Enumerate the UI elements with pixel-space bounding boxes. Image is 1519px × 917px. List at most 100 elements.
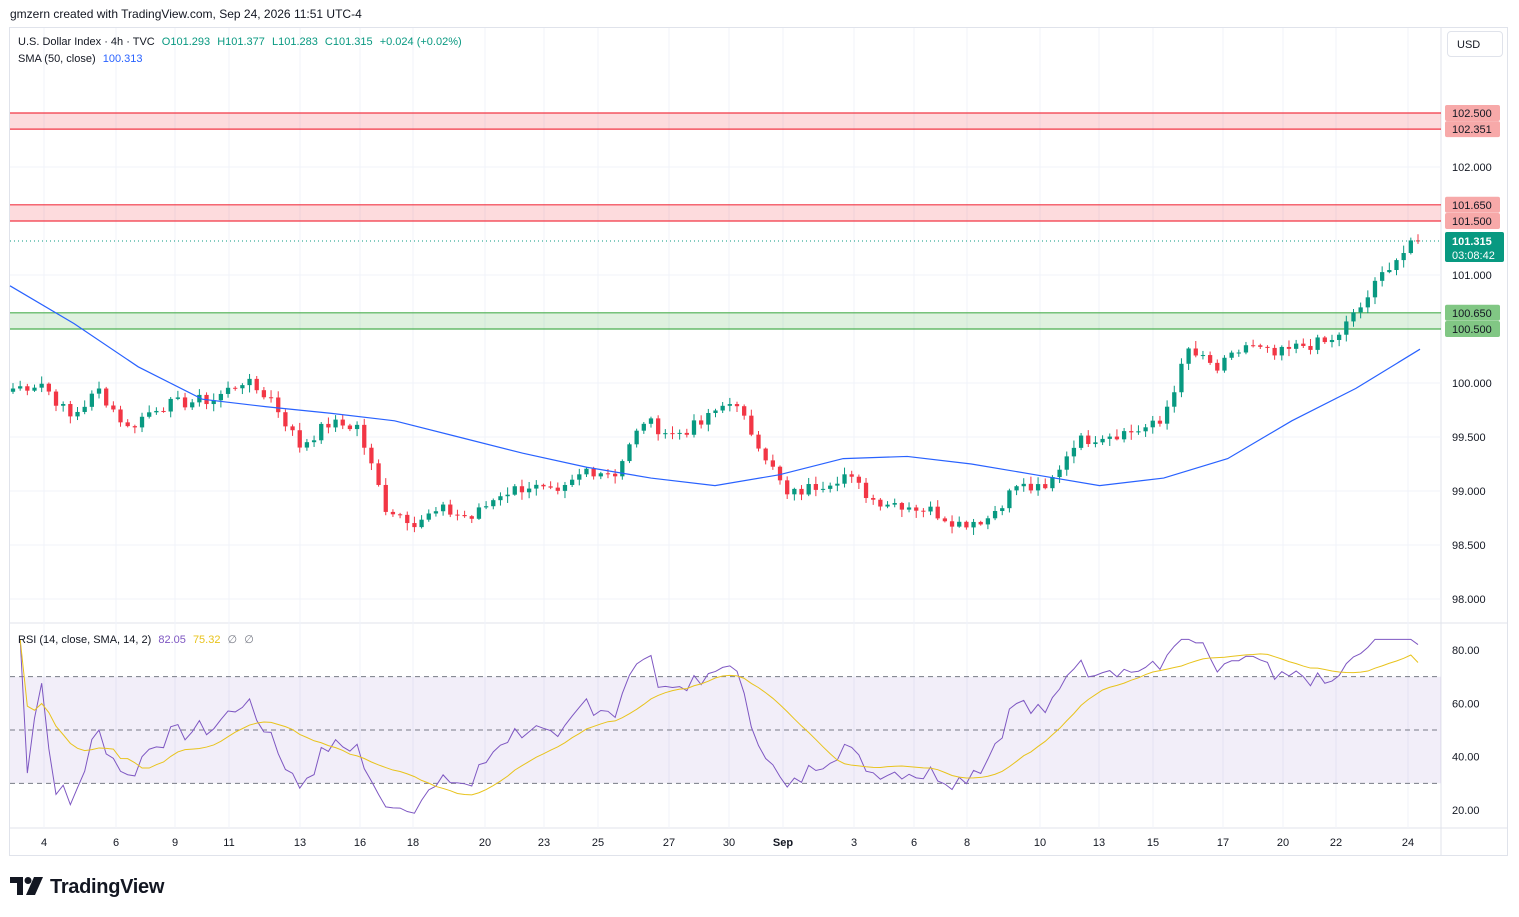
candle-body — [462, 515, 467, 517]
candle-body — [1229, 352, 1234, 358]
tradingview-logo-icon — [10, 877, 43, 895]
sma-line — [9, 285, 1421, 487]
candle-body — [354, 424, 360, 430]
time-tick-label: 8 — [964, 837, 970, 849]
candle-body — [742, 406, 747, 416]
candle-body — [1100, 438, 1105, 443]
candle-body — [1293, 343, 1299, 349]
candle-body — [1021, 483, 1026, 487]
price-tick-label: 99.000 — [1452, 486, 1486, 498]
countdown-label: 03:08:42 — [1452, 250, 1495, 262]
candle-body — [1322, 337, 1327, 343]
price-tick-label: 99.500 — [1452, 432, 1486, 444]
candle-body — [684, 432, 689, 435]
time-tick-label: 9 — [172, 837, 178, 849]
candle-body — [1114, 436, 1120, 440]
candle-body — [311, 440, 317, 443]
candle-body — [1236, 352, 1241, 354]
candle-body — [1408, 240, 1413, 254]
candle-body — [1301, 343, 1306, 346]
candle-body — [928, 506, 933, 512]
candle-body — [483, 506, 489, 508]
candle-body — [562, 484, 568, 491]
rsi-tick-label: 40.00 — [1452, 752, 1480, 764]
candle-body — [756, 434, 761, 449]
open-value: O101.293 — [161, 36, 211, 48]
candle-body — [591, 468, 596, 477]
change-value: +0.024 (+0.02%) — [379, 36, 462, 48]
time-tick-label: 22 — [1330, 837, 1342, 849]
time-tick-label: 30 — [723, 837, 735, 849]
candle-body — [268, 397, 274, 399]
candle-body — [1200, 355, 1206, 357]
candle-body — [376, 463, 381, 485]
time-tick-label: 17 — [1217, 837, 1229, 849]
candle-body — [512, 486, 517, 495]
candle-body — [32, 387, 37, 391]
time-tick-label: Sep — [773, 837, 793, 849]
candle-body — [111, 405, 116, 410]
candle-body — [18, 386, 23, 389]
candle-body — [240, 385, 245, 389]
support-zone-price-tag — [1445, 304, 1500, 321]
currency-button[interactable]: USD — [1447, 31, 1503, 57]
candle-body — [677, 432, 682, 434]
candle-body — [1329, 339, 1335, 343]
candle-body — [878, 499, 883, 507]
time-tick-label: 20 — [1277, 837, 1289, 849]
candle-body — [914, 507, 919, 511]
candle-body — [1372, 280, 1378, 298]
candle-body — [849, 474, 854, 477]
candle-body — [1258, 345, 1263, 347]
last-price-tag — [1445, 231, 1504, 262]
candle-body — [1107, 436, 1112, 439]
candle-body — [584, 468, 589, 475]
candle-body — [96, 388, 102, 394]
candle-body — [68, 404, 73, 417]
resistance-zone-price-tag — [1445, 213, 1500, 229]
candle-body — [598, 473, 603, 477]
candle-body — [957, 521, 962, 527]
candle-body — [935, 506, 940, 519]
candle-body — [1215, 362, 1220, 371]
candle-body — [1279, 346, 1284, 356]
candle-body — [749, 415, 754, 435]
candle-body — [992, 511, 998, 519]
candle-body — [1064, 456, 1069, 470]
candle-body — [1387, 270, 1392, 273]
candle-body — [777, 466, 783, 481]
candle-body — [906, 507, 912, 510]
support-zone-price-tag — [1445, 321, 1500, 337]
candle-body — [641, 423, 646, 431]
candle-body — [1086, 435, 1091, 445]
candle-body — [175, 397, 181, 399]
low-value: L101.283 — [271, 36, 318, 48]
candle-body — [1358, 307, 1363, 313]
candle-body — [1265, 346, 1270, 348]
rsi-legend[interactable]: RSI (14, close, SMA, 14, 2) 82.05 75.32 … — [18, 633, 258, 646]
candle-body — [498, 496, 503, 501]
candle-body — [147, 412, 152, 417]
candle-body — [283, 412, 288, 427]
candle-body — [1308, 345, 1313, 350]
candle-body — [132, 426, 138, 428]
candle-body — [727, 404, 732, 406]
price-tick-label: 98.000 — [1452, 594, 1486, 606]
candle-body — [1243, 345, 1249, 353]
candle-body — [139, 416, 145, 428]
rsi-tick-label: 60.00 — [1452, 698, 1480, 710]
candle-body — [340, 419, 345, 426]
candle-body — [168, 398, 173, 412]
candle-body — [1222, 357, 1227, 371]
candle-body — [125, 422, 130, 427]
candle-body — [699, 420, 704, 425]
candle-body — [319, 423, 324, 441]
sma-legend[interactable]: SMA (50, close) 100.313 — [18, 53, 146, 65]
candle-body — [656, 418, 661, 435]
candle-body — [1093, 442, 1098, 445]
candle-body — [61, 404, 66, 406]
candle-body — [1136, 431, 1141, 433]
candle-body — [405, 514, 410, 524]
candle-body — [433, 511, 439, 514]
